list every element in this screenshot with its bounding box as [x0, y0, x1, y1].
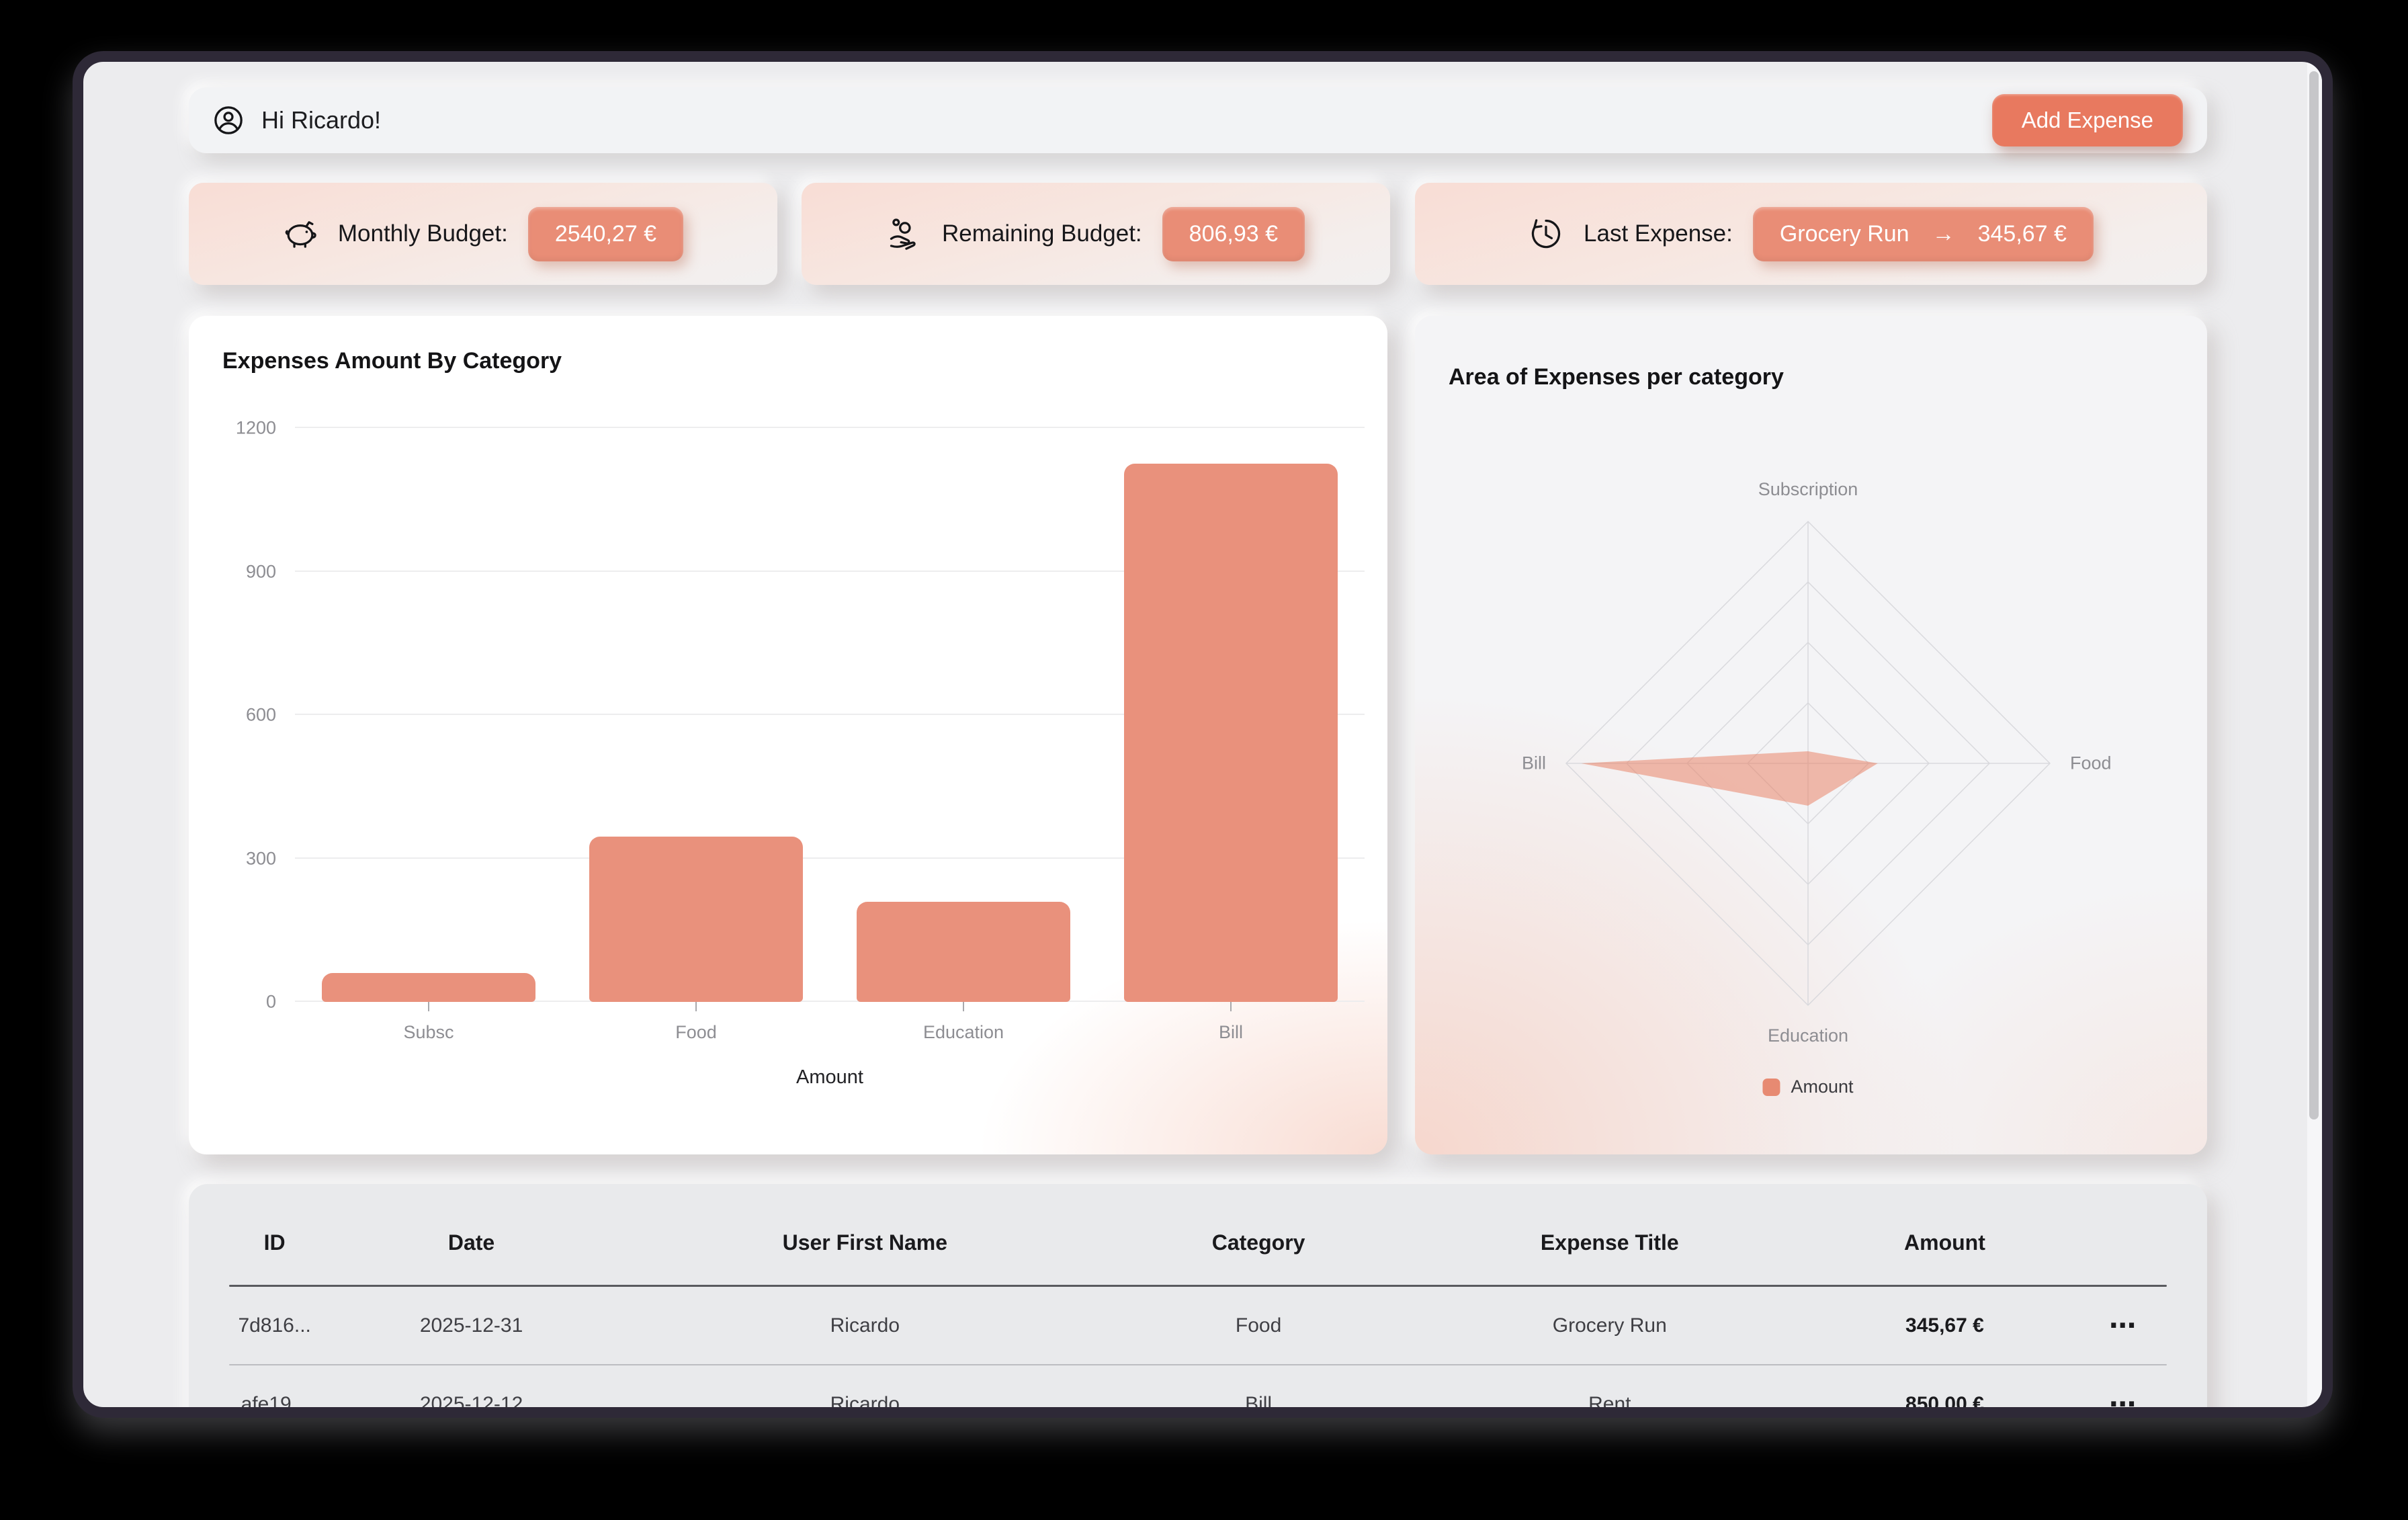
y-tick-label: 0	[265, 991, 276, 1012]
radar-category-label: Education	[1767, 1025, 1849, 1046]
radar-chart-plot	[1565, 520, 2051, 1007]
last-expense-amount: 345,67 €	[1977, 220, 2067, 247]
y-tick-label: 600	[245, 704, 276, 725]
column-header: ID	[263, 1230, 286, 1255]
table-row: afe19... 2025-12-12 Ricardo Bill Rent 850,00 …	[189, 1365, 2207, 1415]
row-actions-cell: ⋯	[2040, 1312, 2207, 1340]
expenses-table-card: ID Date User First Name Category Expense Tit…	[189, 1184, 2207, 1415]
piggy-bank-icon	[283, 216, 318, 251]
row-actions-button[interactable]: ⋯	[2105, 1312, 2141, 1340]
bar-food	[589, 837, 803, 1002]
y-gridline	[295, 714, 1365, 715]
row-actions-button[interactable]: ⋯	[2105, 1390, 2141, 1408]
x-category-label: Food	[675, 1022, 717, 1042]
bar-chart-x-axis-label: Amount	[796, 1066, 863, 1088]
cell-user-first-name: Ricardo	[830, 1392, 900, 1415]
x-category-label: Education	[922, 1022, 1004, 1042]
table-header-separator	[229, 1285, 2167, 1287]
table-row: 7d816... 2025-12-31 Ricardo Food Grocery Run…	[189, 1287, 2207, 1364]
cell-date: 2025-12-31	[419, 1314, 523, 1337]
add-expense-button[interactable]: Add Expense	[1991, 94, 2183, 146]
cell-amount: 345,67 €	[1905, 1314, 1984, 1337]
header-bar: Hi Ricardo! Add Expense	[189, 87, 2207, 153]
cell-category: Food	[1235, 1314, 1282, 1337]
y-gridline	[295, 427, 1365, 428]
x-category-label: Bill	[1218, 1022, 1244, 1042]
bar-bill	[1124, 464, 1338, 1002]
cell-id: 7d816...	[238, 1314, 311, 1337]
x-tick-mark	[963, 1002, 964, 1011]
radar-chart-title: Area of Expenses per category	[1449, 364, 1784, 390]
y-gridline	[295, 570, 1365, 572]
remaining-budget-label: Remaining Budget:	[941, 220, 1142, 247]
column-header: Amount	[1904, 1230, 1985, 1255]
cell-date: 2025-12-12	[419, 1392, 523, 1415]
x-tick-mark	[695, 1002, 697, 1011]
legend-swatch	[1762, 1078, 1780, 1096]
monthly-budget-value: 2540,27 €	[527, 206, 684, 261]
radar-data-polygon	[1581, 751, 1878, 806]
radar-legend: Amount	[1762, 1076, 1854, 1097]
column-header: Category	[1211, 1230, 1305, 1255]
column-header: User First Name	[782, 1230, 948, 1255]
row-actions-cell: ⋯	[2040, 1390, 2207, 1408]
app-window: Hi Ricardo! Add Expense Monthly Budget: …	[73, 51, 2333, 1418]
monthly-budget-card: Monthly Budget: 2540,27 €	[189, 183, 777, 285]
bar-education	[857, 901, 1070, 1002]
last-expense-title: Grocery Run	[1779, 220, 1909, 247]
vertical-scrollbar-track[interactable]	[2307, 62, 2322, 1407]
bar-chart-card: Expenses Amount By Category 0 300 600 900 12…	[189, 316, 1387, 1154]
y-gridline	[295, 857, 1365, 859]
row-separator	[229, 1364, 2167, 1365]
radar-category-label: Food	[2070, 753, 2112, 773]
remaining-budget-card: Remaining Budget: 806,93 €	[802, 183, 1390, 285]
last-expense-label: Last Expense:	[1584, 220, 1733, 247]
y-tick-label: 1200	[235, 417, 276, 438]
table-header-row: ID Date User First Name Category Expense Tit…	[189, 1184, 2207, 1285]
cell-category: Bill	[1245, 1392, 1273, 1415]
last-expense-card: Last Expense: Grocery Run → 345,67 €	[1415, 183, 2207, 285]
person-circle-icon	[213, 105, 244, 136]
column-header: Date	[447, 1230, 495, 1255]
x-tick-mark	[1230, 1002, 1232, 1011]
bar-subsc	[322, 973, 535, 1002]
cell-expense-title: Grocery Run	[1552, 1314, 1667, 1337]
y-gridline	[295, 1001, 1365, 1002]
column-header: Expense Title	[1540, 1230, 1679, 1255]
hand-coins-icon	[887, 216, 922, 251]
cell-expense-title: Rent	[1588, 1392, 1631, 1415]
radar-category-label: Bill	[1521, 753, 1546, 773]
clock-history-icon	[1529, 216, 1563, 251]
last-expense-value: Grocery Run → 345,67 €	[1752, 206, 2094, 261]
y-tick-label: 900	[245, 561, 276, 581]
x-tick-mark	[428, 1002, 429, 1011]
cell-amount: 850,00 €	[1905, 1392, 1984, 1415]
bar-chart-title: Expenses Amount By Category	[222, 348, 562, 374]
cell-id: afe19...	[241, 1392, 308, 1415]
y-tick-label: 300	[245, 848, 276, 868]
greeting-text: Hi Ricardo!	[261, 106, 382, 134]
radar-chart-card: Area of Expenses per category Amount Sub…	[1415, 316, 2207, 1154]
vertical-scrollbar-thumb[interactable]	[2309, 71, 2319, 1120]
cell-user-first-name: Ricardo	[830, 1314, 900, 1337]
arrow-right-icon: →	[1932, 220, 1955, 247]
x-category-label: Subsc	[403, 1022, 454, 1042]
bar-chart-plot: 0 300 600 900 1200 Subsc Food Education Bill	[236, 418, 1365, 1042]
legend-label: Amount	[1791, 1076, 1854, 1097]
radar-category-label: Subscription	[1758, 479, 1858, 499]
remaining-budget-value: 806,93 €	[1162, 206, 1305, 261]
monthly-budget-label: Monthly Budget:	[337, 220, 508, 247]
table-body: 7d816... 2025-12-31 Ricardo Food Grocery Run…	[189, 1287, 2207, 1415]
